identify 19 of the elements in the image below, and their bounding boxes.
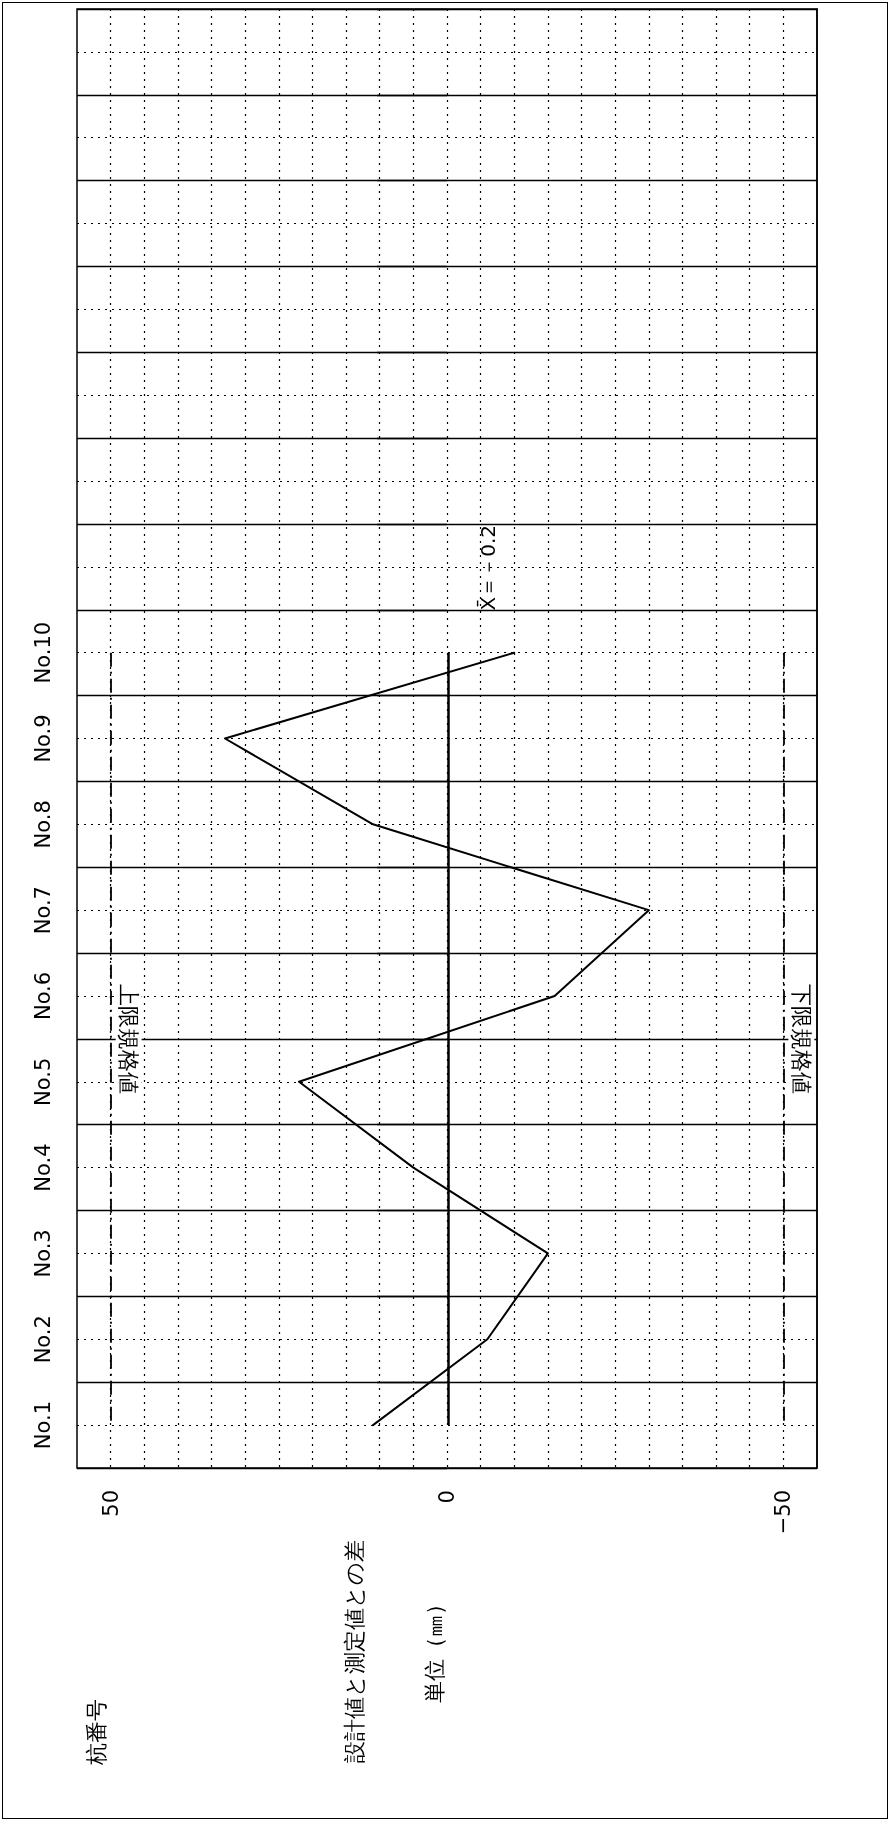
x-tick-label: 0 [435, 1490, 459, 1504]
y-tick-label: No.4 [30, 1143, 55, 1192]
text: 杭番号 [83, 1699, 109, 1766]
y-tick-label: No.1 [30, 1400, 55, 1450]
text: 設計値と測定値との差 [341, 1540, 367, 1763]
y-tick-label: No.10 [30, 621, 55, 684]
ref-line-label: X̄＝－0.2 [475, 524, 501, 611]
y-tick-label: No.5 [30, 1057, 55, 1106]
y-tick-label: No.7 [30, 886, 55, 935]
ref-line-label: 下限規格値 [788, 983, 814, 1094]
y-tick-label: No.3 [30, 1229, 55, 1278]
y-tick-label: No.9 [30, 714, 55, 763]
x-tick-label: −50 [771, 1490, 796, 1535]
ref-line-label: 上限規格値 [116, 983, 142, 1094]
y-tick-label: No.2 [30, 1315, 55, 1364]
y-tick-label: No.8 [30, 800, 55, 849]
x-tick-label: 50 [98, 1490, 123, 1517]
y-tick-label: No.6 [30, 971, 55, 1021]
text: 単位（㎜） [421, 1593, 447, 1703]
